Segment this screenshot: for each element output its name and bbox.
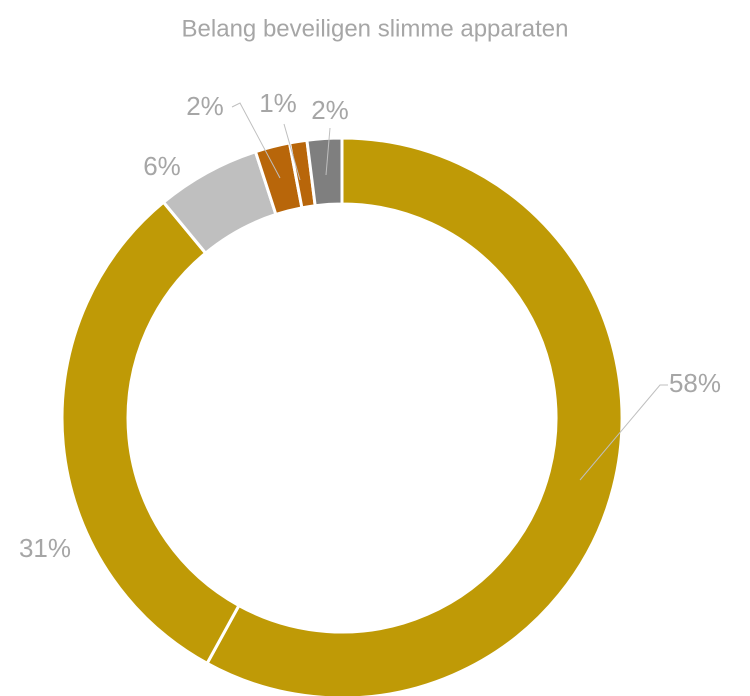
data-label: 31% — [19, 533, 71, 563]
chart-title: Belang beveiligen slimme apparaten — [182, 15, 569, 42]
donut-slice — [305, 136, 344, 208]
data-label: 1% — [259, 88, 297, 118]
leader-line — [283, 123, 301, 181]
leader-line — [325, 127, 331, 176]
donut-slice — [60, 200, 241, 666]
data-label: 2% — [311, 95, 349, 125]
leader-line — [579, 384, 668, 481]
data-label: 58% — [669, 368, 721, 398]
data-label: 2% — [186, 91, 224, 121]
leader-line — [231, 102, 281, 179]
data-label: 6% — [143, 151, 181, 181]
donut-slice — [205, 136, 624, 696]
